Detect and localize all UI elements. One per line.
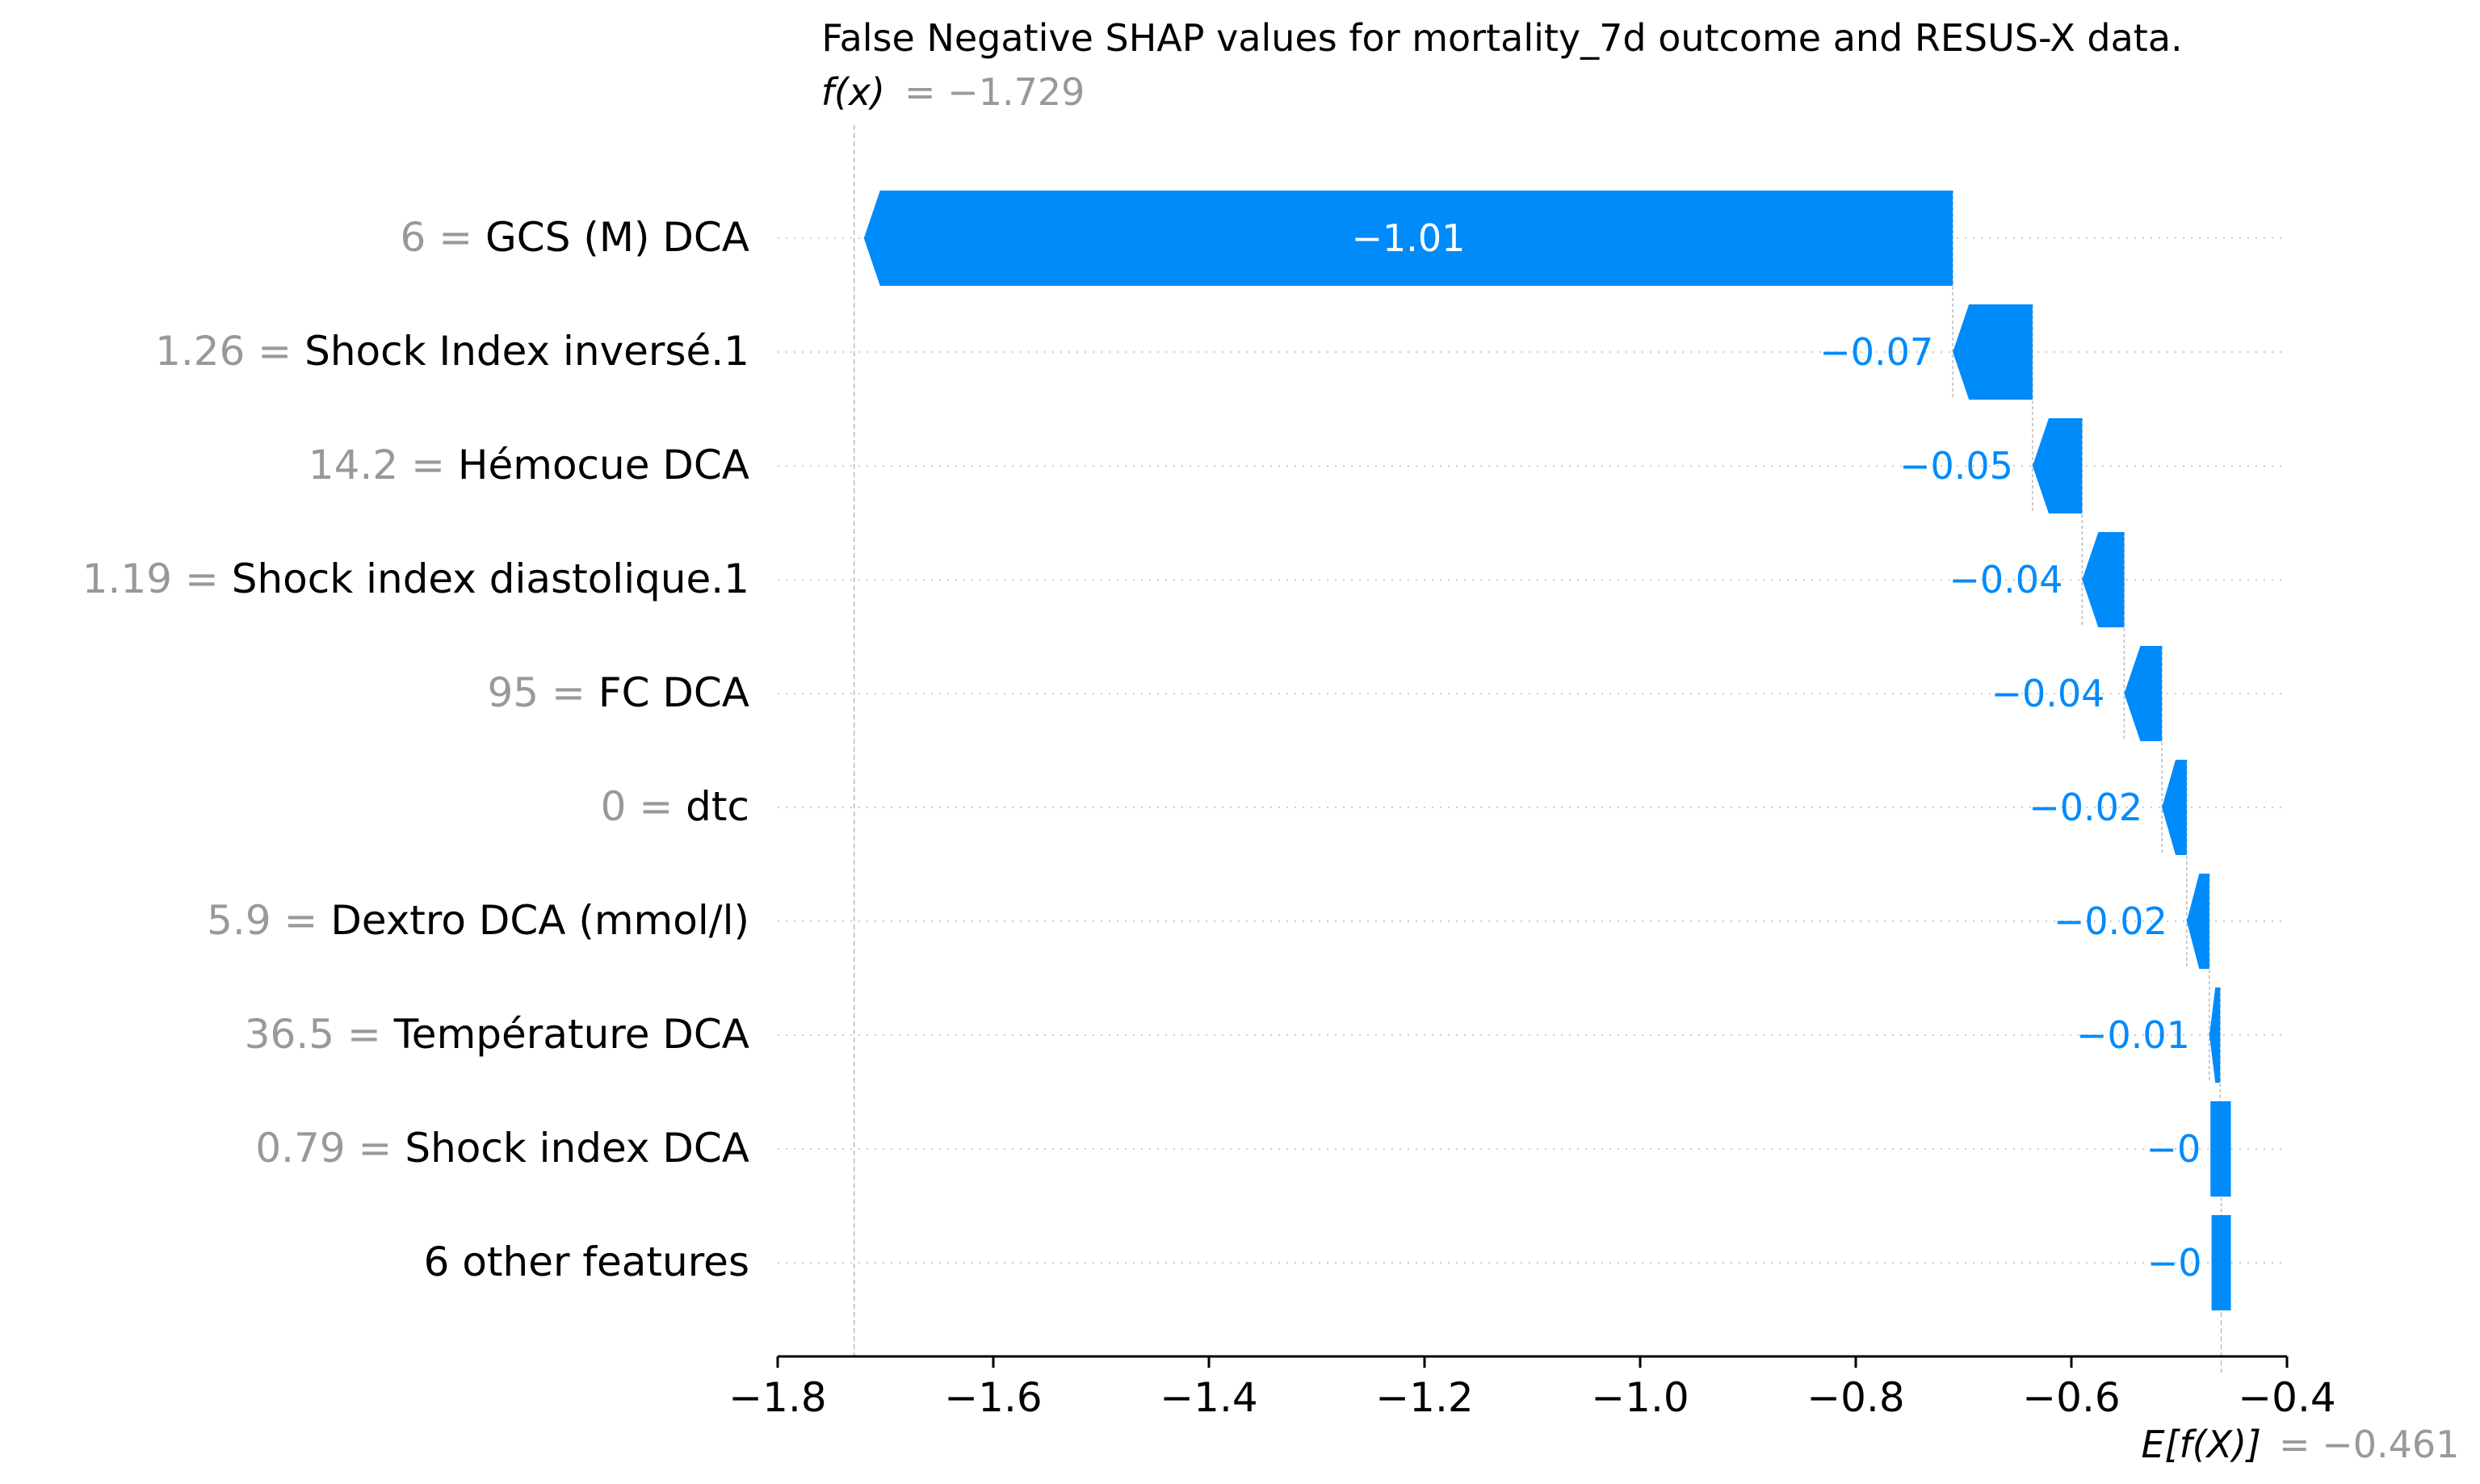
fx-annotation: f(x) = −1.729 [821, 70, 1085, 114]
feature-label-5: 95 = FC DCA [488, 669, 750, 716]
feature-label-1: 6 = GCS (M) DCA [401, 214, 749, 261]
x-tick-label: −1.8 [728, 1374, 826, 1421]
x-tick-label: −0.6 [2022, 1374, 2120, 1421]
feature-value: 0.79 = [255, 1125, 405, 1172]
fx-label: f(x) [821, 70, 885, 114]
shap-bar-label-7: −0.02 [2054, 899, 2167, 943]
feature-label-7: 5.9 = Dextro DCA (mmol/l) [207, 897, 749, 944]
shap-bar-label-4: −0.04 [1949, 558, 2062, 602]
feature-name: Shock Index inversé.1 [304, 328, 749, 375]
feature-value: 14.2 = [308, 442, 458, 488]
feature-label-3: 14.2 = Hémocue DCA [308, 442, 749, 488]
feature-name: Hémocue DCA [458, 442, 749, 488]
plot-area: −1.01 6 = GCS (M) DCA −0.07 1.26 = Shock In… [82, 125, 2336, 1421]
feature-name: Shock index diastolique.1 [232, 555, 749, 602]
shap-bar-label-10: −0 [2147, 1241, 2202, 1285]
feature-label-10: 6 other features [424, 1239, 749, 1285]
shap-bar-9 [2210, 1101, 2231, 1197]
feature-value: 5.9 = [207, 897, 330, 944]
feature-name: Shock index DCA [405, 1125, 749, 1172]
ex-label: E[f(X)] [2141, 1423, 2261, 1466]
shap-bar-6 [2162, 760, 2187, 855]
shap-bar-8 [2209, 987, 2221, 1083]
shap-bar-2 [1953, 304, 2033, 400]
shap-bar-7 [2186, 874, 2209, 969]
shap-bar-label-9: −0 [2146, 1127, 2201, 1171]
x-tick-label: −0.4 [2238, 1374, 2335, 1421]
shap-bar-4 [2082, 532, 2125, 627]
feature-name: FC DCA [598, 669, 749, 716]
shap-bar-label-2: −0.07 [1819, 330, 1933, 374]
shap-bar-label-1: −1.01 [1351, 216, 1465, 260]
shap-bar-label-5: −0.04 [1991, 672, 2104, 715]
x-tick-label: −1.2 [1375, 1374, 1473, 1421]
shap-bar-5 [2124, 646, 2163, 741]
x-tick-label: −0.8 [1806, 1374, 1904, 1421]
shap-bar-label-8: −0.01 [2076, 1013, 2190, 1057]
shap-bar-3 [2032, 418, 2083, 514]
feature-name: dtc [686, 783, 749, 830]
feature-value: 6 = [401, 214, 486, 261]
feature-label-2: 1.26 = Shock Index inversé.1 [155, 328, 749, 375]
feature-value: 36.5 = [245, 1011, 394, 1058]
feature-name: GCS (M) DCA [485, 214, 749, 261]
x-tick-label: −1.4 [1160, 1374, 1257, 1421]
shap-bar-label-6: −0.02 [2029, 786, 2142, 829]
x-tick-label: −1.6 [944, 1374, 1042, 1421]
feature-label-8: 36.5 = Température DCA [245, 1011, 749, 1058]
x-tick-label: −1.0 [1591, 1374, 1689, 1421]
feature-value: 1.26 = [155, 328, 304, 375]
ex-annotation: E[f(X)] = −0.461 [2141, 1423, 2459, 1466]
shap-bar-1 [863, 191, 1953, 286]
feature-name: 6 other features [424, 1239, 749, 1285]
feature-label-9: 0.79 = Shock index DCA [255, 1125, 749, 1172]
fx-value: = −1.729 [904, 70, 1085, 114]
feature-value: 0 = [601, 783, 686, 830]
ex-value: = −0.461 [2279, 1423, 2459, 1466]
feature-label-6: 0 = dtc [601, 783, 749, 830]
shap-bar-10 [2211, 1215, 2231, 1310]
feature-value: 1.19 = [82, 555, 232, 602]
feature-label-4: 1.19 = Shock index diastolique.1 [82, 555, 749, 602]
feature-name: Température DCA [393, 1011, 749, 1058]
shap-bar-label-3: −0.05 [1899, 444, 2013, 488]
chart-title: False Negative SHAP values for mortality… [821, 16, 2182, 60]
feature-value: 95 = [488, 669, 598, 716]
feature-name: Dextro DCA (mmol/l) [330, 897, 749, 944]
